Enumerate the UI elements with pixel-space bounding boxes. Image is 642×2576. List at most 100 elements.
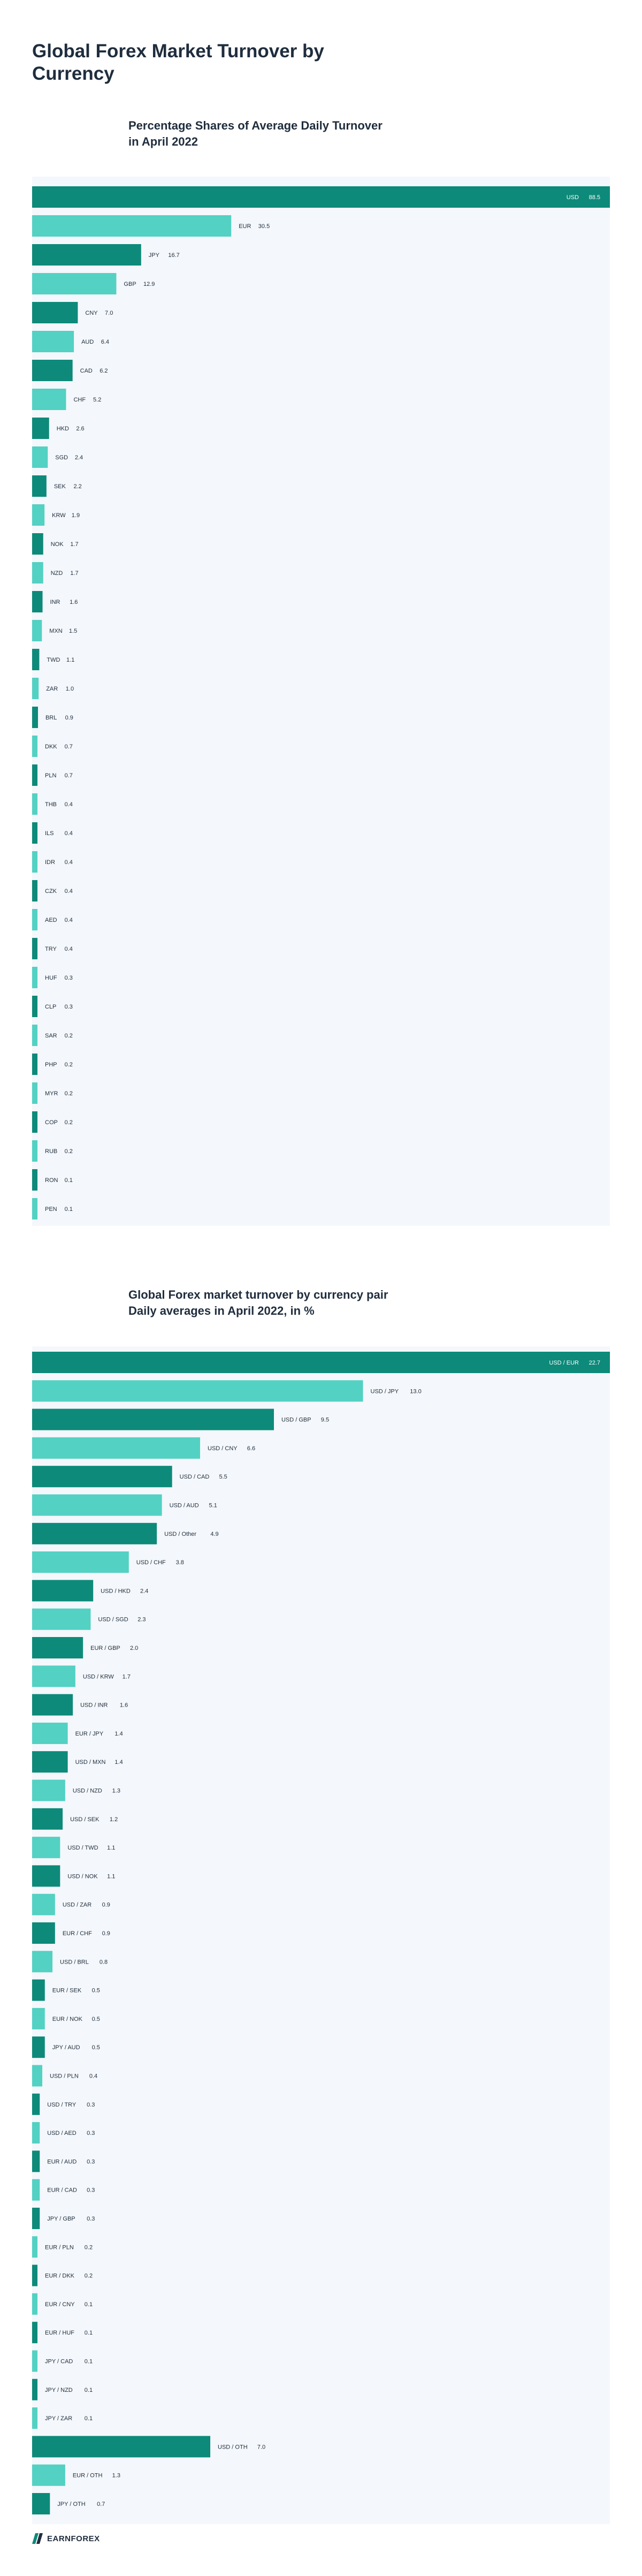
bar-value-1-33: 0.1 — [85, 2301, 93, 2308]
bar-label-0-25: AED — [45, 917, 57, 923]
bar-value-1-26: 0.3 — [87, 2102, 95, 2108]
bar-label-1-26: USD / TRY — [47, 2102, 77, 2108]
bar-0-13 — [32, 562, 43, 584]
bar-1-0 — [32, 1352, 610, 1373]
bar-1-16 — [32, 1808, 63, 1830]
bar-label-0-31: MYR — [45, 1090, 58, 1097]
bar-label-0-27: HUF — [45, 975, 57, 981]
bar-value-0-9: 2.4 — [75, 454, 83, 461]
bar-label-0-17: ZAR — [46, 686, 58, 692]
bar-value-0-14: 1.6 — [70, 599, 78, 605]
bar-label-1-35: JPY / CAD — [45, 2359, 73, 2365]
bar-value-1-38: 7.0 — [257, 2444, 265, 2450]
chart-currency-pairs: USD / EUR 22.7 USD / JPY 13.0 USD / GBP 9.5 US… — [32, 1346, 610, 2524]
bar-label-0-12: NOK — [51, 541, 64, 548]
bar-1-21 — [32, 1951, 53, 1973]
bar-0-1 — [32, 215, 232, 237]
bar-label-1-40: JPY / OTH — [57, 2501, 85, 2507]
bar-value-1-0: 22.7 — [589, 1360, 600, 1366]
bar-1-15 — [32, 1779, 65, 1801]
bar-label-0-14: INR — [50, 599, 60, 605]
bar-label-0-29: SAR — [45, 1033, 57, 1039]
bar-value-1-17: 1.1 — [107, 1845, 115, 1851]
bar-0-2 — [32, 244, 141, 266]
bar-label-1-20: EUR / CHF — [63, 1930, 92, 1937]
bar-label-0-9: SGD — [55, 454, 68, 461]
bar-value-0-10: 2.2 — [73, 483, 81, 490]
bar-label-1-16: USD / SEK — [70, 1816, 100, 1823]
page-title: Global Forex Market Turnover by Currency — [32, 41, 324, 84]
bar-value-1-18: 1.1 — [107, 1873, 115, 1880]
bar-label-0-20: PLN — [45, 772, 56, 779]
bar-0-14 — [32, 591, 43, 612]
bar-1-4 — [32, 1466, 172, 1488]
bar-value-0-26: 0.4 — [65, 946, 73, 952]
bar-0-23 — [32, 851, 37, 873]
bar-label-0-1: EUR — [239, 223, 251, 230]
bar-label-1-17: USD / TWD — [67, 1845, 98, 1851]
chart-title-currency-shares: Percentage Shares of Average Daily Turno… — [128, 119, 383, 148]
bar-label-0-34: RON — [45, 1177, 58, 1184]
bar-label-1-37: JPY / ZAR — [45, 2415, 72, 2422]
bar-label-0-4: CNY — [85, 310, 98, 316]
bar-label-0-13: NZD — [51, 570, 63, 577]
bar-value-1-20: 0.9 — [102, 1930, 110, 1937]
bar-value-1-29: 0.3 — [87, 2187, 95, 2194]
bar-1-5 — [32, 1494, 162, 1516]
bar-value-0-2: 16.7 — [168, 252, 179, 259]
bar-label-1-29: EUR / CAD — [47, 2187, 77, 2194]
bar-value-0-15: 1.5 — [69, 628, 77, 634]
bar-0-4 — [32, 302, 78, 323]
bar-label-1-8: USD / HKD — [101, 1588, 131, 1594]
bar-value-0-35: 0.1 — [65, 1206, 73, 1213]
bar-value-1-36: 0.1 — [85, 2387, 93, 2393]
bar-value-0-33: 0.2 — [65, 1148, 73, 1155]
bar-label-1-32: EUR / DKK — [45, 2273, 75, 2279]
bar-1-39 — [32, 2464, 65, 2486]
bar-1-33 — [32, 2293, 37, 2315]
bar-value-1-12: 1.6 — [120, 1702, 128, 1709]
bar-label-1-21: USD / BRL — [60, 1959, 89, 1965]
bar-value-1-4: 5.5 — [219, 1474, 227, 1480]
bar-1-3 — [32, 1437, 201, 1459]
bar-value-0-18: 0.9 — [65, 715, 73, 721]
bar-1-26 — [32, 2093, 40, 2115]
bar-label-1-23: EUR / NOK — [52, 2016, 83, 2022]
bar-1-24 — [32, 2036, 45, 2058]
bar-value-0-23: 0.4 — [65, 859, 73, 866]
bar-value-0-25: 0.4 — [65, 917, 73, 923]
bar-label-1-36: JPY / NZD — [45, 2387, 73, 2393]
bar-0-22 — [32, 822, 37, 844]
bar-value-0-30: 0.2 — [65, 1062, 73, 1068]
bar-label-1-9: USD / SGD — [98, 1617, 128, 1623]
bar-label-0-16: TWD — [47, 657, 60, 663]
bar-value-0-27: 0.3 — [65, 975, 73, 981]
bar-1-22 — [32, 1979, 45, 2001]
bar-1-2 — [32, 1408, 274, 1430]
bar-label-1-3: USD / CNY — [208, 1445, 238, 1452]
bar-1-6 — [32, 1522, 157, 1544]
bar-0-6 — [32, 360, 73, 381]
bar-value-1-6: 4.9 — [210, 1531, 218, 1537]
bar-value-1-21: 0.8 — [100, 1959, 108, 1965]
bar-value-0-11: 1.9 — [72, 512, 80, 519]
bar-1-37 — [32, 2407, 37, 2429]
bar-value-1-23: 0.5 — [92, 2016, 100, 2022]
earnforex-logo[interactable]: EARNFOREX — [32, 2532, 100, 2545]
bar-1-20 — [32, 1922, 55, 1944]
bar-1-12 — [32, 1694, 73, 1716]
bar-label-0-6: CAD — [80, 368, 93, 374]
bar-label-0-32: COP — [45, 1119, 58, 1126]
bar-0-35 — [32, 1198, 37, 1219]
bar-0-3 — [32, 273, 117, 294]
bar-label-0-3: GBP — [124, 281, 136, 287]
bar-label-0-35: PEN — [45, 1206, 57, 1213]
bar-0-28 — [32, 996, 37, 1017]
bar-value-1-25: 0.4 — [89, 2073, 97, 2080]
bar-label-0-33: RUB — [45, 1148, 57, 1155]
bar-label-1-0: USD / EUR — [549, 1360, 579, 1366]
bar-0-30 — [32, 1054, 37, 1075]
bar-label-1-31: EUR / PLN — [45, 2244, 74, 2251]
bar-0-20 — [32, 764, 37, 786]
bar-1-25 — [32, 2065, 43, 2087]
